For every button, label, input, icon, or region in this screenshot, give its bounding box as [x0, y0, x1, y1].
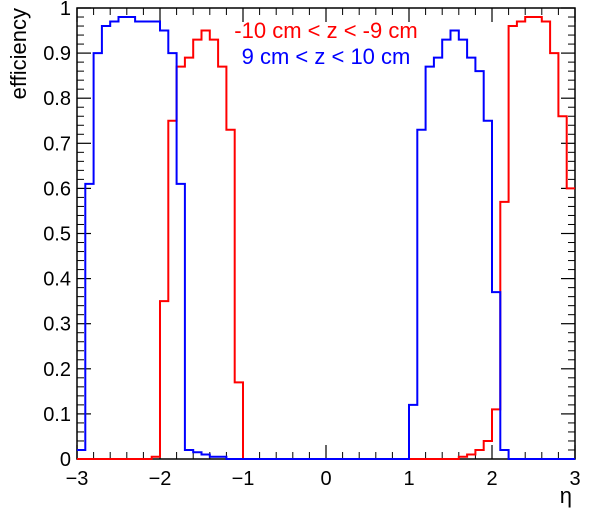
- histogram-series-2: [77, 16, 575, 460]
- x-tick-label: −2: [149, 468, 172, 490]
- y-tick-label: 0.2: [43, 359, 71, 381]
- x-tick-label: 0: [320, 468, 331, 490]
- y-tick-label: 0.5: [43, 224, 71, 246]
- legend-entry-blue: 9 cm < z < 10 cm: [242, 44, 411, 69]
- y-tick-label: 0.8: [43, 88, 71, 110]
- x-axis-ticks: −3 −2 −1 0 1 2 3: [66, 8, 581, 490]
- x-tick-label: −3: [66, 468, 89, 490]
- y-tick-label: 0.6: [43, 178, 71, 200]
- y-tick-label: 1: [60, 0, 71, 20]
- legend-entry-red: -10 cm < z < -9 cm: [234, 18, 417, 43]
- x-tick-label: 1: [403, 468, 414, 490]
- y-tick-label: 0.7: [43, 133, 71, 155]
- series-layer: [77, 16, 575, 460]
- x-tick-label: 3: [569, 468, 580, 490]
- y-tick-label: 0.9: [43, 43, 71, 65]
- y-axis-label: efficiency: [6, 8, 31, 99]
- y-tick-label: 0: [60, 449, 71, 471]
- y-tick-label: 0.3: [43, 314, 71, 336]
- x-tick-label: 2: [486, 468, 497, 490]
- y-axis-ticks: 0 0.1 0.2 0.3 0.4 0.5 0.6 0.7 0.8 0.9 1: [43, 0, 575, 471]
- x-axis-label: η: [560, 483, 572, 508]
- y-tick-label: 0.1: [43, 404, 71, 426]
- x-tick-label: −1: [232, 468, 255, 490]
- y-tick-label: 0.4: [43, 269, 71, 291]
